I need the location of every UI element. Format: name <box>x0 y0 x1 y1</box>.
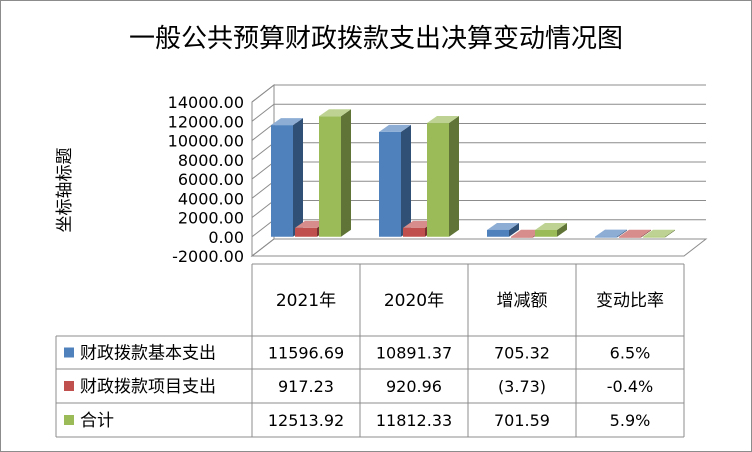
data-value: 701.59 <box>494 411 550 430</box>
data-value: 5.9% <box>610 411 651 430</box>
bar-top <box>487 222 519 230</box>
bar-side <box>401 124 411 237</box>
category-label: 2021年 <box>276 291 336 311</box>
chart-title: 一般公共预算财政拨款支出决算变动情况图 <box>129 24 623 54</box>
y-tick-label: 10000.00 <box>168 132 244 151</box>
bar-top <box>643 229 675 237</box>
data-value: 920.96 <box>386 377 442 396</box>
bar-top <box>619 229 651 237</box>
data-value: 10891.37 <box>376 344 452 363</box>
category-label: 2020年 <box>384 291 444 311</box>
y-tick-label: 8000.00 <box>178 151 244 170</box>
bar <box>295 227 317 237</box>
y-tick-label: 4000.00 <box>178 189 244 208</box>
gridline <box>251 238 706 257</box>
data-value: 705.32 <box>494 344 550 363</box>
y-tick-label: 0.00 <box>208 228 244 247</box>
y-tick-label: -2000.00 <box>172 247 244 266</box>
legend-series-name: 财政拨款基本支出 <box>80 344 216 364</box>
bar-side <box>617 229 627 238</box>
bar-top <box>271 118 303 126</box>
bar-side <box>293 118 303 237</box>
bar <box>403 227 425 237</box>
bar <box>487 229 509 237</box>
bar-top <box>379 124 411 132</box>
bar-top <box>427 116 459 124</box>
bar <box>643 236 665 238</box>
bar <box>595 236 617 238</box>
bar <box>619 236 641 238</box>
data-value: 11812.33 <box>376 411 452 430</box>
legend-key <box>64 415 74 425</box>
bar-side <box>449 116 459 237</box>
bar <box>271 125 293 237</box>
data-value: 11596.69 <box>268 344 344 363</box>
bar <box>511 236 533 238</box>
data-value: 917.23 <box>278 377 334 396</box>
bar <box>535 229 557 237</box>
legend-series-name: 财政拨款项目支出 <box>80 377 216 397</box>
gridline <box>251 103 706 122</box>
bar-side <box>641 229 651 238</box>
bar <box>319 116 341 237</box>
data-value: 6.5% <box>610 344 651 363</box>
legend-key <box>64 381 74 391</box>
bar-top <box>535 222 567 230</box>
data-value: (3.73) <box>498 377 546 396</box>
bar-side <box>509 222 519 237</box>
floor <box>250 238 708 257</box>
y-tick-label: 12000.00 <box>168 112 244 131</box>
legend-key <box>64 347 74 358</box>
gridline <box>251 84 706 103</box>
bar-top <box>319 109 351 117</box>
bar-side <box>665 229 675 238</box>
data-value: 12513.92 <box>268 411 344 430</box>
y-axis-label: 坐标轴标题 <box>55 148 75 233</box>
data-value: -0.4% <box>607 377 653 396</box>
bar-top <box>595 229 627 237</box>
bar <box>379 131 401 237</box>
y-tick-label: 14000.00 <box>168 93 244 112</box>
bar-side <box>557 222 567 237</box>
bar <box>427 123 449 237</box>
category-label: 变动比率 <box>596 291 664 311</box>
bar-side <box>341 109 351 237</box>
y-tick-label: 2000.00 <box>178 209 244 228</box>
legend-series-name: 合计 <box>80 411 114 431</box>
category-label: 增减额 <box>497 291 548 311</box>
y-tick-label: 6000.00 <box>178 170 244 189</box>
